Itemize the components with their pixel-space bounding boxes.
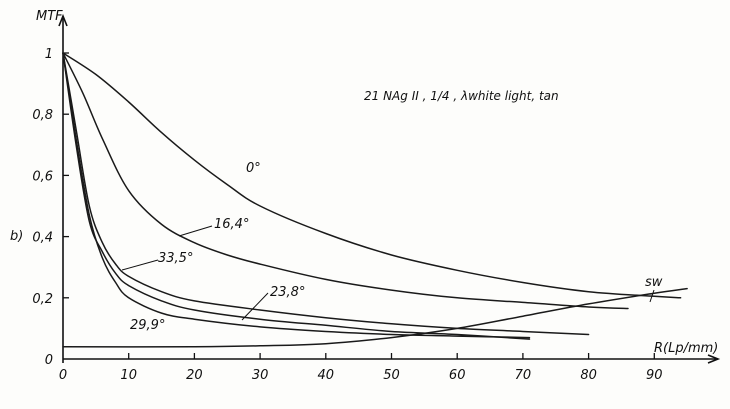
ticks: 0 10 20 30 40 50 60 70 80 90 0 0,2 0,4 0,6 0,8 1 — [32, 47, 662, 383]
label-leaders — [121, 225, 655, 321]
y-tick-label: 0,2 — [32, 292, 53, 307]
labels: MTF R(Lp/mm) 21 NAg II , 1/4 , λwhite li… — [10, 9, 718, 356]
leader-line — [241, 292, 269, 321]
x-tick-label: 80 — [580, 368, 597, 383]
x-tick-label: 40 — [318, 368, 335, 383]
x-tick-label: 20 — [186, 368, 203, 383]
y-tick-label: 0 — [45, 353, 53, 368]
y-tick-label: 0,8 — [32, 108, 53, 123]
series-line-33-5- — [62, 52, 531, 340]
x-tick-label: 60 — [449, 368, 466, 383]
y-tick-label: 0,6 — [32, 169, 53, 184]
series-line-0- — [62, 52, 682, 299]
series-line-29-9- — [62, 52, 531, 339]
series-label-33-5-: 33,5° — [158, 251, 193, 266]
chart-title: 21 NAg II , 1/4 , λwhite light, tan — [364, 89, 559, 103]
panel-label: b) — [10, 229, 23, 244]
series-label-sw: sw — [645, 275, 663, 290]
y-axis-arrow — [58, 13, 68, 27]
leader-line — [121, 259, 159, 271]
x-tick-label: 30 — [252, 368, 269, 383]
y-axis-title: MTF — [36, 9, 63, 24]
x-tick-label: 10 — [120, 368, 137, 383]
x-tick-label: 90 — [646, 368, 663, 383]
x-axis-arrow — [707, 354, 721, 364]
series-label-0-: 0° — [246, 161, 261, 176]
axes — [58, 13, 721, 364]
leader-line — [649, 289, 655, 303]
x-tick-label: 0 — [59, 368, 67, 383]
leader-line — [178, 225, 213, 237]
x-tick-label: 70 — [515, 368, 532, 383]
x-axis-title: R(Lp/mm) — [654, 341, 718, 356]
x-tick-label: 50 — [383, 368, 400, 383]
series-label-16-4-: 16,4° — [214, 217, 249, 232]
curves — [62, 52, 688, 348]
y-tick-label: 0,4 — [32, 231, 53, 246]
series-line-sw — [62, 287, 688, 348]
y-tick-label: 1 — [45, 47, 53, 62]
series-label-23-8-: 23,8° — [270, 285, 305, 300]
series-line-16-4- — [62, 52, 629, 310]
series-label-29-9-: 29,9° — [130, 318, 165, 333]
